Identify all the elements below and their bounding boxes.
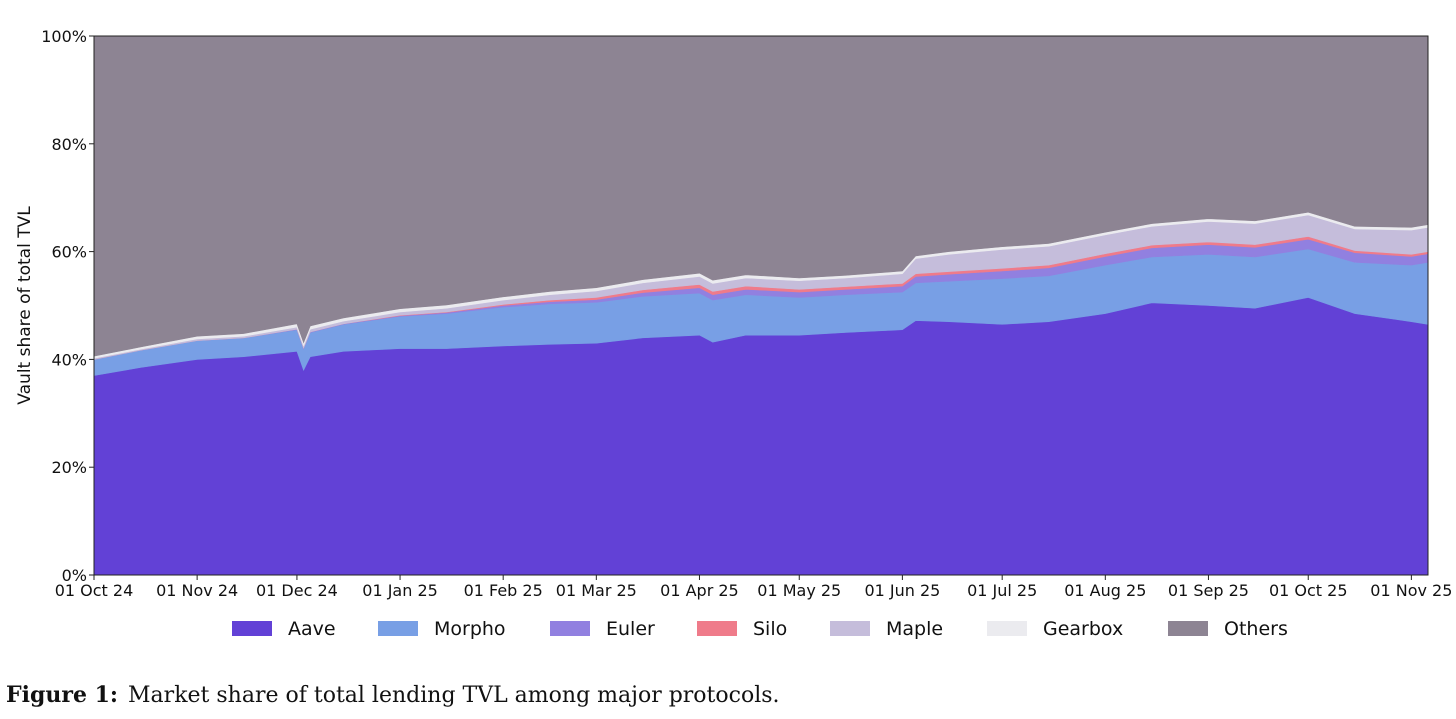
x-tick-label: 01 Sep 25 — [1168, 581, 1249, 600]
legend-label-euler: Euler — [606, 618, 655, 640]
legend-label-aave: Aave — [288, 618, 336, 640]
x-tick-label: 01 May 25 — [757, 581, 841, 600]
x-tick-label: 01 Oct 24 — [55, 581, 134, 600]
legend-swatch-euler — [550, 621, 590, 636]
legend-swatch-maple — [830, 621, 870, 636]
caption-text: Market share of total lending TVL among … — [128, 683, 780, 708]
y-tick-label: 20% — [51, 458, 87, 477]
x-tick-label: 01 Aug 25 — [1064, 581, 1146, 600]
legend-label-maple: Maple — [886, 618, 943, 640]
y-axis-title: Vault share of total TVL — [15, 206, 35, 405]
y-tick-label: 100% — [41, 27, 87, 46]
y-tick-label: 40% — [51, 350, 87, 369]
legend-swatch-silo — [697, 621, 737, 636]
legend-label-gearbox: Gearbox — [1043, 618, 1123, 640]
x-tick-label: 01 Nov 25 — [1370, 581, 1452, 600]
x-tick-label: 01 Apr 25 — [660, 581, 739, 600]
legend-swatch-morpho — [378, 621, 418, 636]
stacked-areas — [93, 35, 1429, 576]
x-axis: 01 Oct 24 01 Nov 24 01 Dec 24 01 Jan 25 01 F… — [55, 575, 1452, 600]
legend-swatch-others — [1168, 621, 1208, 636]
chart: Vault share of total TVL 0% 20% 40% 60% 80% 1… — [15, 27, 1452, 640]
legend-label-others: Others — [1224, 618, 1288, 640]
figure-caption: Figure 1: Market share of total lending T… — [6, 682, 780, 708]
x-tick-label: 01 Jan 25 — [362, 581, 438, 600]
legend-label-morpho: Morpho — [434, 618, 506, 640]
y-tick-label: 0% — [62, 566, 87, 585]
y-tick-label: 60% — [51, 243, 87, 262]
y-axis: 0% 20% 40% 60% 80% 100% — [41, 27, 94, 585]
y-tick-label: 80% — [51, 135, 87, 154]
x-tick-label: 01 Oct 25 — [1269, 581, 1348, 600]
x-tick-label: 01 Jul 25 — [967, 581, 1037, 600]
x-tick-label: 01 Nov 24 — [156, 581, 238, 600]
plot-frame — [93, 35, 1429, 576]
legend-swatch-aave — [232, 621, 272, 636]
x-tick-label: 01 Mar 25 — [556, 581, 637, 600]
x-tick-label: 01 Feb 25 — [464, 581, 543, 600]
x-tick-label: 01 Dec 24 — [256, 581, 338, 600]
legend: Aave Morpho Euler Silo Maple Gearbox Others — [232, 618, 1288, 640]
legend-swatch-gearbox — [987, 621, 1027, 636]
x-tick-label: 01 Jun 25 — [864, 581, 940, 600]
legend-label-silo: Silo — [753, 618, 787, 640]
caption-label: Figure 1: — [6, 682, 119, 708]
